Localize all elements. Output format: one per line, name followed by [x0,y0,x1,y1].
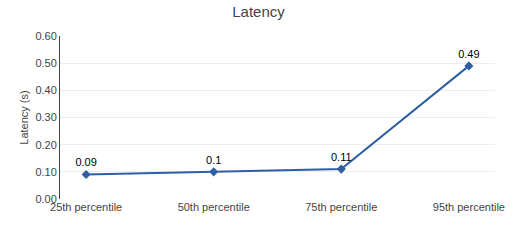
svg-text:75th percentile: 75th percentile [305,201,377,213]
svg-text:0.30: 0.30 [35,111,56,123]
svg-text:0.49: 0.49 [458,48,479,60]
svg-text:0.00: 0.00 [35,193,56,205]
svg-text:0.40: 0.40 [35,84,56,96]
svg-text:Latency: Latency [232,3,285,20]
svg-text:95th percentile: 95th percentile [433,201,505,213]
svg-text:Latency (s): Latency (s) [18,90,30,144]
svg-text:0.10: 0.10 [35,166,56,178]
svg-text:0.50: 0.50 [35,57,56,69]
svg-text:0.11: 0.11 [331,151,352,163]
svg-text:0.1: 0.1 [206,154,221,166]
svg-text:25th percentile: 25th percentile [50,201,122,213]
svg-text:0.09: 0.09 [75,156,96,168]
svg-text:0.60: 0.60 [35,30,56,42]
svg-text:50th percentile: 50th percentile [178,201,250,213]
svg-text:0.20: 0.20 [35,139,56,151]
